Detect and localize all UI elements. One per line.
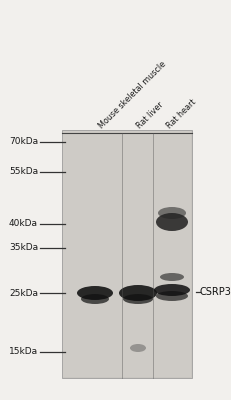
Ellipse shape — [154, 284, 190, 296]
Bar — [63, 131, 191, 377]
Ellipse shape — [158, 207, 186, 219]
Ellipse shape — [160, 273, 184, 281]
Ellipse shape — [77, 286, 113, 300]
Ellipse shape — [119, 285, 157, 301]
Text: CSRP3: CSRP3 — [200, 287, 231, 297]
Bar — [62, 130, 192, 378]
Text: 70kDa: 70kDa — [9, 138, 38, 146]
Text: 40kDa: 40kDa — [9, 220, 38, 228]
Text: 15kDa: 15kDa — [9, 348, 38, 356]
Text: 35kDa: 35kDa — [9, 244, 38, 252]
Text: Rat heart: Rat heart — [165, 97, 198, 130]
Ellipse shape — [156, 291, 188, 301]
Text: Rat liver: Rat liver — [135, 100, 165, 130]
Ellipse shape — [123, 294, 153, 304]
Text: 55kDa: 55kDa — [9, 168, 38, 176]
Ellipse shape — [130, 344, 146, 352]
Ellipse shape — [156, 213, 188, 231]
Text: 25kDa: 25kDa — [9, 288, 38, 298]
Ellipse shape — [81, 294, 109, 304]
Text: Mouse skeletal muscle: Mouse skeletal muscle — [97, 59, 168, 130]
